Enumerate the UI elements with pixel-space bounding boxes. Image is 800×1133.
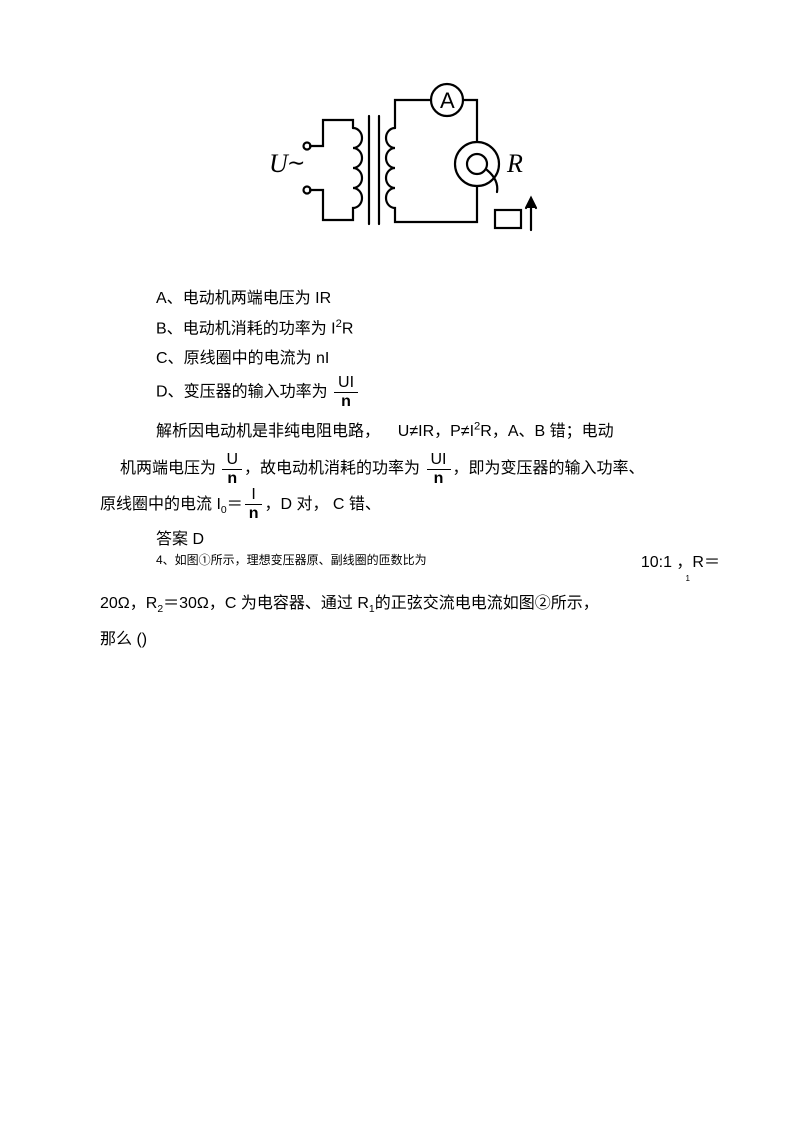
- question-4-line-1: 4、如图①所示，理想变压器原、副线圈的匝数比为 10:1 ，R＝ 1: [100, 553, 720, 569]
- option-a: A、电动机两端电压为 IR: [100, 286, 720, 312]
- ammeter-label: A: [440, 88, 455, 113]
- circuit-diagram: U ∼ A: [0, 0, 800, 282]
- option-d: D、变压器的输入功率为 UI n: [100, 375, 720, 410]
- fraction-u-n: U n: [222, 452, 242, 487]
- question-4-line-3: 那么 (): [100, 626, 720, 655]
- answer-line: 答案 D: [100, 529, 720, 551]
- fraction-ui-n-2: UI n: [427, 452, 451, 487]
- transformer-circuit-svg: U ∼ A: [245, 72, 555, 262]
- explanation-line-2: 机两端电压为 U n ，故电动机消耗的功率为 UI n ，即为变压器的输入功率、: [100, 451, 720, 486]
- option-c: C、原线圈中的电流为 nI: [100, 346, 720, 372]
- option-b: B、电动机消耗的功率为 I2R: [100, 316, 720, 342]
- load-label: R: [506, 149, 523, 178]
- explanation-line-3: 原线圈中的电流 I0＝ I n ，D 对， C 错、: [100, 487, 720, 523]
- explanation-line-1: 解析因电动机是非纯电阻电路， U≠IR，P≠I2R，A、B 错；电动: [100, 414, 720, 449]
- question-4-line-2: 20Ω，R2＝30Ω，C 为电容器、通过 R1的正弦交流电电流如图②所示，: [100, 590, 720, 620]
- fraction-i-n: I n: [245, 487, 263, 522]
- ac-symbol: ∼: [287, 150, 305, 175]
- content-block: A、电动机两端电压为 IR B、电动机消耗的功率为 I2R C、原线圈中的电流为…: [0, 286, 800, 655]
- fraction-ui-n: UI n: [334, 375, 358, 410]
